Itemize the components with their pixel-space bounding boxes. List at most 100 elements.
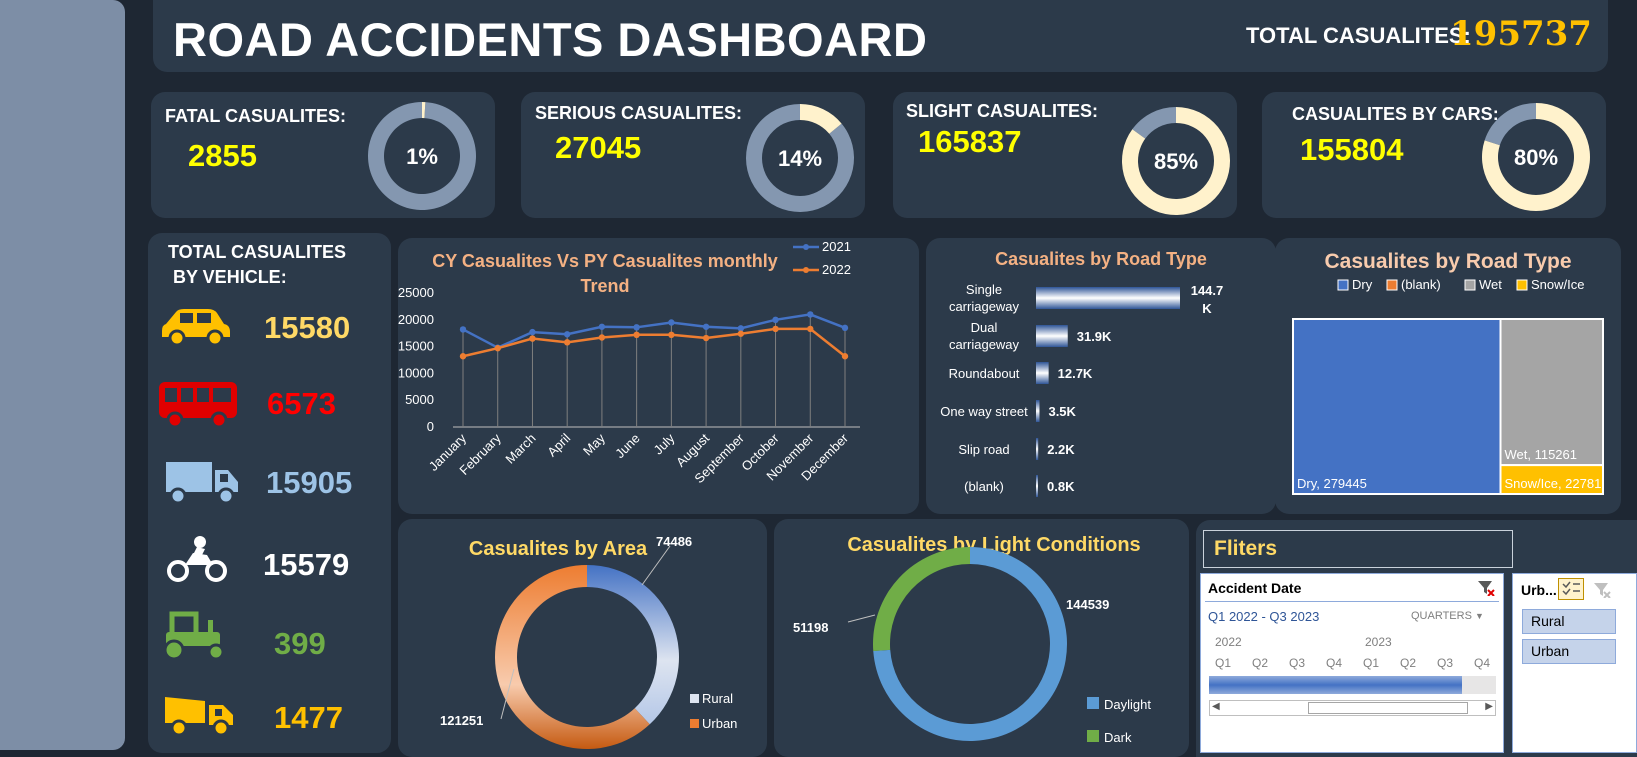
- light-slice-dark: [873, 547, 970, 652]
- timeline-quarter-label[interactable]: Q4: [1474, 656, 1491, 670]
- light-legend-label-dark: Dark: [1104, 730, 1132, 745]
- y-tick-label: 5000: [405, 392, 434, 407]
- series-point-2021: [459, 326, 467, 333]
- timeline-divider: [1205, 601, 1499, 602]
- slicer-option-urban[interactable]: Urban: [1522, 639, 1616, 664]
- monthly-trend-panel: [398, 238, 919, 514]
- legend-label-2021: 2021: [822, 239, 851, 254]
- kpi-value-serious: 27045: [555, 130, 642, 165]
- y-tick-label: 0: [427, 419, 434, 434]
- clear-filter-icon[interactable]: [1477, 580, 1495, 596]
- area-legend-swatch-urban: [690, 719, 699, 728]
- kpi-donut-cars: 80%: [1482, 103, 1590, 211]
- timeline-quarter-label[interactable]: Q2: [1400, 656, 1417, 670]
- x-tick-label: April: [544, 430, 573, 459]
- series-point-2022: [633, 331, 640, 339]
- filters-heading: Fliters: [1203, 530, 1513, 568]
- kpi-pct-serious: 14%: [778, 146, 822, 171]
- light-dark-value: 51198: [793, 620, 828, 635]
- series-point-2022: [598, 334, 606, 341]
- road-type-bar: [1036, 362, 1049, 384]
- vehicle-value-bus: 6573: [267, 386, 336, 421]
- series-point-2021: [807, 311, 814, 318]
- series-point-2022: [737, 330, 745, 337]
- leader-line: [500, 668, 515, 720]
- bar-category-label: Single: [966, 282, 1002, 297]
- timeline-quarter-label[interactable]: Q2: [1252, 656, 1269, 670]
- road-type-bar: [1036, 287, 1180, 309]
- series-point-2022: [841, 353, 849, 360]
- total-casualties-value: 195737: [1450, 14, 1592, 54]
- series-point-2022: [772, 325, 779, 333]
- series-point-2021: [668, 319, 675, 326]
- x-tick-label: March: [502, 431, 538, 467]
- multi-select-icon[interactable]: [1558, 578, 1584, 600]
- series-point-2022: [563, 339, 571, 346]
- y-tick-label: 15000: [398, 339, 434, 354]
- kpi-label-slight: SLIGHT CASUALITES:: [906, 101, 1098, 121]
- series-point-2022: [529, 335, 536, 342]
- dump-truck-icon: [165, 697, 233, 737]
- timeline-year-2023: 2023: [1365, 635, 1392, 649]
- series-line-2022: [462, 327, 846, 358]
- timeline-quarter-label[interactable]: Q4: [1326, 656, 1343, 670]
- bar-data-label: K: [1202, 301, 1212, 316]
- kpi-label-fatal: FATAL CASUALITES:: [165, 106, 346, 126]
- y-tick-label: 25000: [398, 285, 434, 300]
- timeline-year-2022: 2022: [1215, 635, 1242, 649]
- kpi-donut-slight: 85%: [1122, 107, 1230, 215]
- slicer-option-rural[interactable]: Rural: [1522, 609, 1616, 634]
- series-point-2022: [807, 325, 814, 333]
- y-tick-label: 10000: [398, 365, 434, 380]
- road-type-bar: [1036, 400, 1040, 422]
- kpi-pct-fatal: 1%: [406, 144, 438, 169]
- monthly-trend-title: CY Casualites Vs PY Casualites monthly T…: [432, 251, 778, 296]
- road-type-bar: [1036, 325, 1068, 347]
- timeline-quarter-label[interactable]: Q1: [1215, 656, 1232, 670]
- kpi-pct-cars: 80%: [1514, 145, 1558, 170]
- clear-slicer-icon[interactable]: [1593, 582, 1611, 598]
- road-type-bar-chart: Single carriageway 144.7 K Dual carriageway 31…: [940, 282, 1223, 497]
- timeline-quarters: Q1 Q2 Q3 Q4 Q1 Q2 Q3 Q4: [1207, 656, 1497, 672]
- timeline-level-dropdown[interactable]: QUARTERS ▼: [1411, 610, 1484, 622]
- area-slice-urban: [495, 565, 650, 749]
- road-type-bar: [1036, 438, 1039, 460]
- treemap-cell-label: Dry, 279445: [1297, 476, 1367, 491]
- total-casualties-label: TOTAL CASUALITES:: [1246, 23, 1471, 48]
- timeline-quarter-label[interactable]: Q3: [1437, 656, 1454, 670]
- kpi-pct-slight: 85%: [1154, 149, 1198, 174]
- road-type-bar-panel: [926, 238, 1276, 514]
- bar-data-label: 31.9K: [1077, 329, 1112, 344]
- bar-category-label: Dual: [971, 320, 998, 335]
- bar-category-label: Roundabout: [949, 366, 1020, 381]
- scroll-right-icon[interactable]: ▶: [1485, 701, 1493, 712]
- kpi-ring-share-cars: [1482, 103, 1590, 211]
- treemap-legend-label: Wet: [1479, 277, 1502, 292]
- kpi-value-slight: 165837: [918, 124, 1022, 159]
- bar-data-label: 3.5K: [1048, 404, 1076, 419]
- header-panel: [153, 0, 1608, 72]
- vehicle-title-line1: TOTAL CASUALITES: [168, 242, 347, 262]
- timeline-selection-bar[interactable]: [1209, 676, 1496, 694]
- timeline-scroll-thumb[interactable]: [1308, 702, 1468, 714]
- area-legend-label-urban: Urban: [702, 716, 737, 731]
- area-donut-chart: 74486 121251 Rural Urban: [440, 534, 737, 749]
- timeline-scrollbar[interactable]: ◀ ▶: [1209, 700, 1496, 716]
- road-type-bar-title: Casualites by Road Type: [995, 249, 1207, 269]
- light-donut-chart: 144539 51198 Daylight Dark: [793, 547, 1151, 745]
- timeline-quarter-label[interactable]: Q1: [1363, 656, 1380, 670]
- timeline-quarter-label[interactable]: Q3: [1289, 656, 1306, 670]
- x-tick-label: June: [612, 431, 643, 462]
- vehicle-title-line2: BY VEHICLE:: [173, 267, 287, 287]
- chevron-down-icon: ▼: [1474, 611, 1484, 621]
- series-point-2021: [772, 316, 779, 323]
- timeline-title: Accident Date: [1208, 580, 1302, 596]
- kpi-ring-share-fatal: [422, 102, 426, 119]
- x-tick-label: July: [651, 430, 678, 457]
- accident-date-timeline[interactable]: Accident Date Q1 2022 - Q3 2023 QUARTERS…: [1200, 573, 1504, 753]
- series-point-2021: [633, 324, 640, 331]
- bar-category-label: carriageway: [949, 299, 1020, 314]
- timeline-selected-range[interactable]: [1209, 676, 1462, 694]
- treemap-legend-label: Dry: [1352, 277, 1373, 292]
- scroll-left-icon[interactable]: ◀: [1212, 701, 1220, 712]
